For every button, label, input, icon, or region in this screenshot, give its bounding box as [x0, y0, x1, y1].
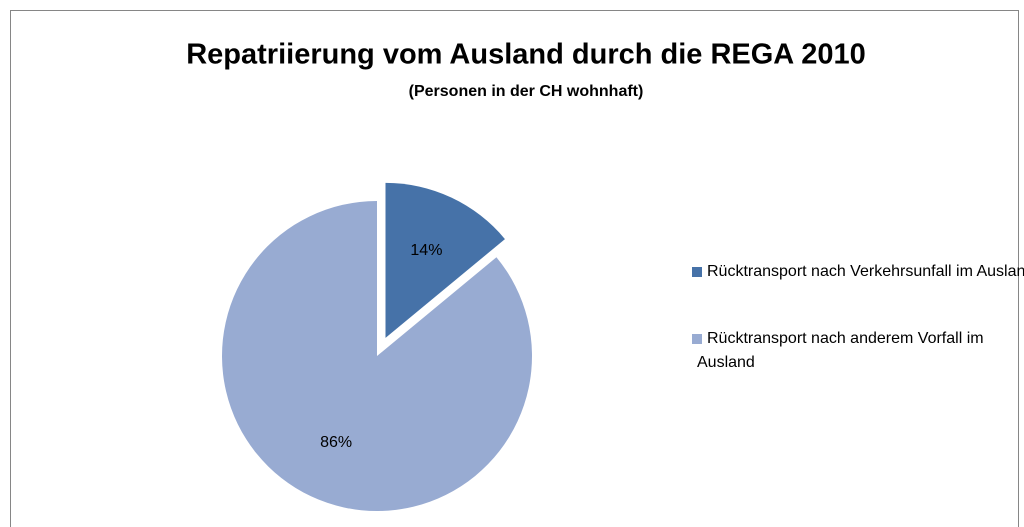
chart-border: [10, 10, 1019, 527]
pie-slice: [222, 201, 532, 511]
legend-line: Rücktransport nach anderem Vorfall im: [707, 330, 984, 347]
chart-subtitle: (Personen in der CH wohnhaft): [409, 83, 644, 100]
data-label: 86%: [320, 434, 352, 451]
legend-swatch: [692, 267, 702, 277]
legend-swatch: [692, 334, 702, 344]
data-label: 14%: [410, 242, 442, 259]
legend-label: Rücktransport nach Verkehrsunfall im Aus…: [707, 263, 1024, 280]
legend-label: Rücktransport nach anderem Vorfall im Aus…: [697, 330, 984, 371]
legend-line: Rücktransport nach Verkehrsunfall im Aus…: [707, 263, 1024, 280]
chart-title: Repatriierung vom Ausland durch die REGA…: [186, 39, 866, 71]
pie-slice: [385, 182, 505, 338]
legend-line: Ausland: [697, 354, 755, 371]
